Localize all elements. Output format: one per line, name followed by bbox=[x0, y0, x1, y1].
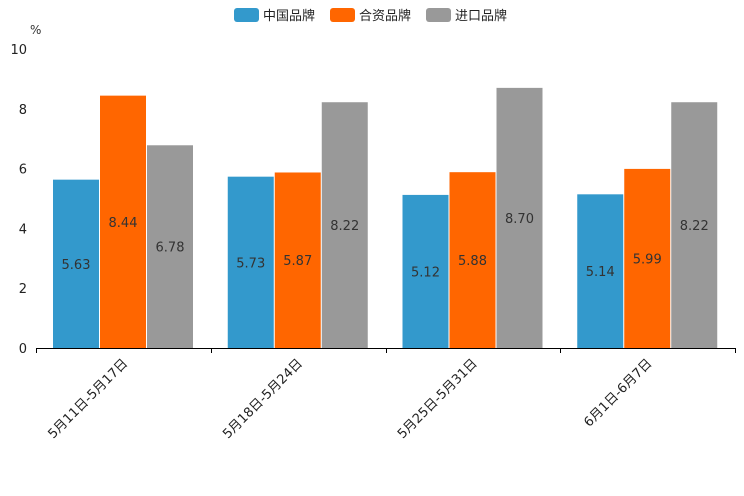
bar bbox=[53, 179, 99, 348]
bars: 5.63 5.73 5.12 5.14 8.44 5.87 5.88 5.99 6.78 8.22… bbox=[53, 87, 718, 349]
y-tick-label: 8 bbox=[19, 103, 27, 118]
legend-swatch bbox=[330, 8, 355, 22]
y-tick-label: 2 bbox=[19, 282, 27, 297]
data-label: 5.73 bbox=[236, 256, 265, 271]
legend: 中国品牌 合资品牌 进口品牌 bbox=[234, 8, 507, 24]
y-tick-label: 10 bbox=[10, 43, 27, 58]
bar bbox=[274, 172, 321, 348]
data-label: 5.87 bbox=[283, 254, 312, 269]
bar bbox=[496, 87, 543, 349]
bar bbox=[147, 145, 193, 348]
data-label: 6.78 bbox=[156, 241, 185, 256]
legend-label: 进口品牌 bbox=[455, 8, 507, 24]
bar bbox=[671, 102, 718, 348]
data-label: 5.88 bbox=[458, 254, 487, 269]
y-tick-label: 4 bbox=[19, 222, 27, 237]
data-label: 5.99 bbox=[633, 252, 662, 267]
bar bbox=[577, 194, 624, 348]
data-label: 8.22 bbox=[330, 219, 359, 234]
y-tick-label: 6 bbox=[19, 163, 27, 178]
legend-item[interactable]: 中国品牌 bbox=[234, 8, 315, 24]
legend-item[interactable]: 进口品牌 bbox=[426, 8, 507, 24]
bar bbox=[449, 172, 496, 348]
x-tick-label: 5月25日-5月31日 bbox=[395, 356, 481, 442]
x-tick-label: 6月1日-6月7日 bbox=[581, 356, 655, 430]
y-axis: 0 2 4 6 8 10 bbox=[10, 43, 27, 357]
data-label: 8.44 bbox=[109, 216, 138, 231]
data-label: 5.63 bbox=[62, 258, 91, 273]
data-label: 8.22 bbox=[680, 219, 709, 234]
legend-label: 合资品牌 bbox=[359, 8, 411, 24]
y-tick-label: 0 bbox=[19, 342, 27, 357]
legend-label: 中国品牌 bbox=[263, 8, 315, 24]
bar bbox=[321, 102, 368, 348]
bar bbox=[402, 194, 449, 348]
x-tick-label: 5月11日-5月17日 bbox=[45, 356, 131, 442]
bar bbox=[624, 168, 671, 348]
bar bbox=[227, 176, 274, 348]
y-axis-unit-label: % bbox=[30, 23, 41, 37]
legend-swatch bbox=[426, 8, 451, 22]
x-axis: 5月11日-5月17日 5月18日-5月24日 5月25日-5月31日 6月1日-6月… bbox=[36, 348, 736, 442]
data-label: 5.14 bbox=[586, 265, 615, 280]
legend-swatch bbox=[234, 8, 259, 22]
legend-item[interactable]: 合资品牌 bbox=[330, 8, 411, 24]
data-label: 8.70 bbox=[505, 212, 534, 227]
data-label: 5.12 bbox=[411, 265, 440, 280]
x-tick-label: 5月18日-5月24日 bbox=[220, 356, 306, 442]
bar bbox=[100, 95, 146, 348]
